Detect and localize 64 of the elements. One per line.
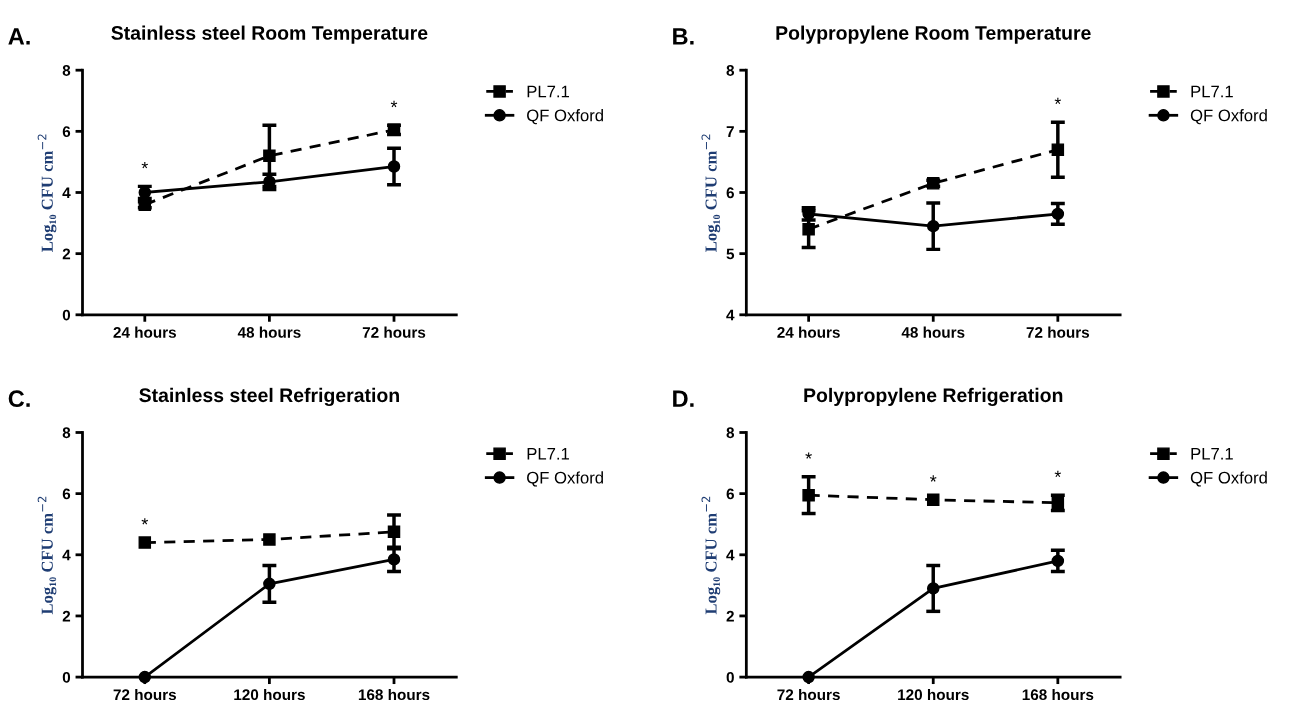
- y-axis-title: Log₁₀ CFU cm$^{−2}$: [701, 134, 721, 252]
- chart-title: Polypropylene Room Temperature: [776, 25, 1091, 44]
- x-tick-label: 168 hours: [1022, 688, 1094, 701]
- legend-label: PL7.1: [1191, 448, 1233, 460]
- x-tick-label: 48 hours: [901, 326, 965, 338]
- y-tick-label: 4: [62, 549, 71, 561]
- y-tick-label: 4: [62, 187, 71, 199]
- y-tick-label: 8: [62, 427, 71, 439]
- y-tick-label: 6: [62, 488, 71, 500]
- legend-label: QF Oxford: [1190, 471, 1267, 487]
- x-tick-label: 72 hours: [362, 326, 426, 338]
- legend-label: PL7.1: [527, 85, 569, 98]
- text: D.: [673, 390, 694, 407]
- y-axis-title: Log₁₀ CFU cm$^{−2}$: [37, 134, 57, 252]
- legend-label: QF Oxford: [527, 471, 603, 487]
- text: C.: [8, 390, 30, 408]
- y-tick-label: 0: [62, 671, 71, 683]
- y-tick-label: 6: [62, 126, 71, 138]
- x-tick-label: 120 hours: [898, 688, 969, 701]
- x-tick-label: 24 hours: [777, 326, 840, 338]
- data-label: *: [1054, 470, 1062, 478]
- data-label: *: [390, 100, 398, 108]
- y-tick-label: 2: [62, 610, 71, 622]
- point: [138, 536, 152, 549]
- y-tick-label: 6: [726, 488, 734, 500]
- x-tick-label: 24 hours: [113, 326, 177, 338]
- y-tick-label: 6: [726, 187, 734, 199]
- y-tick-label: 0: [726, 671, 734, 683]
- legend-label: PL7.1: [527, 448, 569, 460]
- chart-title: Stainless steel Room Temperature: [111, 25, 428, 44]
- data-label: *: [1054, 97, 1062, 105]
- y-tick-label: 7: [726, 126, 734, 137]
- x-tick-label: 120 hours: [234, 688, 305, 701]
- text: B.: [673, 28, 694, 45]
- y-tick-label: 8: [726, 65, 735, 76]
- y-tick-label: 4: [726, 549, 735, 561]
- y-axis-title: Log₁₀ CFU cm$^{−2}$: [701, 496, 721, 615]
- data-label: *: [141, 161, 149, 169]
- point: [263, 533, 276, 546]
- chart-title: Polypropylene Refrigeration: [804, 387, 1063, 407]
- data-label: *: [805, 452, 812, 459]
- x-tick-label: 72 hours: [113, 688, 177, 701]
- point: [926, 493, 940, 507]
- x-tick-label: 168 hours: [358, 688, 430, 701]
- legend-label: QF Oxford: [1190, 109, 1267, 125]
- y-tick-label: 5: [726, 248, 735, 260]
- y-tick-label: 8: [62, 65, 71, 76]
- y-tick-label: 2: [62, 248, 71, 260]
- y-axis-title: Log₁₀ CFU cm$^{−2}$: [37, 496, 57, 615]
- x-tick-label: 48 hours: [237, 326, 301, 338]
- chart-title: Stainless steel Refrigeration: [139, 387, 399, 407]
- x-tick-label: 72 hours: [1026, 326, 1090, 338]
- data-label: *: [141, 518, 149, 525]
- legend-label: PL7.1: [1191, 85, 1233, 98]
- text: A.: [8, 28, 30, 45]
- y-tick-label: 2: [726, 610, 734, 622]
- y-tick-label: 8: [726, 427, 735, 439]
- data-label: *: [930, 475, 937, 482]
- legend-label: QF Oxford: [527, 109, 603, 125]
- point: [138, 670, 152, 684]
- y-tick-label: 4: [726, 309, 735, 321]
- x-tick-label: 72 hours: [777, 688, 840, 701]
- point: [802, 670, 815, 684]
- y-tick-label: 0: [62, 309, 71, 321]
